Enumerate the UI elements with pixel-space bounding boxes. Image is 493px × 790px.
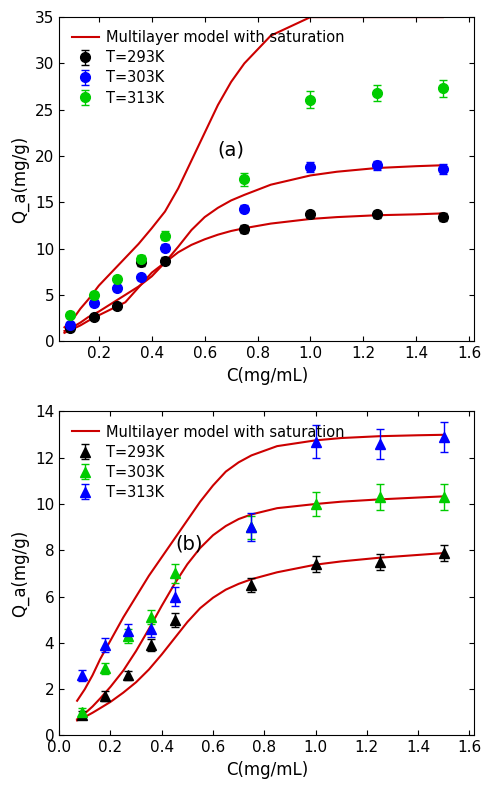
- Text: (a): (a): [217, 141, 244, 160]
- Y-axis label: Q_a(mg/g): Q_a(mg/g): [11, 136, 30, 223]
- Text: (b): (b): [176, 535, 203, 554]
- X-axis label: C(mg/mL): C(mg/mL): [226, 761, 308, 779]
- Y-axis label: Q_a(mg/g): Q_a(mg/g): [11, 530, 30, 617]
- Legend: Multilayer model with saturation, T=293K, T=303K, T=313K: Multilayer model with saturation, T=293K…: [67, 419, 350, 506]
- X-axis label: C(mg/mL): C(mg/mL): [226, 367, 308, 385]
- Legend: Multilayer model with saturation, T=293K, T=303K, T=313K: Multilayer model with saturation, T=293K…: [67, 24, 350, 111]
